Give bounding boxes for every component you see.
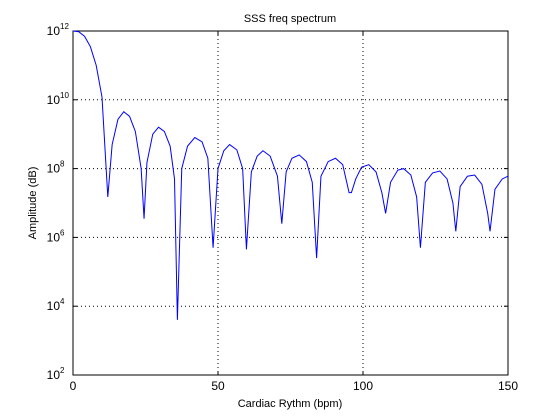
y-tick-label: 10 [47, 24, 61, 38]
plot-area-frame [72, 30, 509, 376]
y-tick-label: 10 [47, 368, 61, 382]
grid-lines [73, 31, 508, 375]
y-tick-label: 10 [47, 299, 61, 313]
y-tick-exponent: 6 [60, 228, 65, 237]
y-tick-exponent: 2 [60, 366, 65, 375]
x-tick-label: 0 [70, 379, 77, 393]
y-tick-exponent: 4 [60, 297, 65, 306]
chart-title: SSS freq spectrum [244, 13, 336, 25]
y-axis-label: Amplitude (dB) [27, 167, 39, 240]
y-tick-label: 10 [47, 162, 61, 176]
y-tick-label: 10 [47, 93, 61, 107]
x-tick-label: 100 [353, 379, 373, 393]
x-tick-label: 50 [211, 379, 225, 393]
y-tick-exponent: 12 [60, 22, 69, 31]
x-tick-labels: 0 50 100 150 [70, 379, 519, 393]
y-tick-exponent: 10 [60, 91, 69, 100]
spectrum-line [72, 30, 509, 320]
x-tick-label: 150 [498, 379, 518, 393]
y-tick-label: 10 [47, 230, 61, 244]
y-tick-exponent: 8 [60, 160, 65, 169]
x-axis-label: Cardiac Rythm (bpm) [238, 398, 343, 410]
